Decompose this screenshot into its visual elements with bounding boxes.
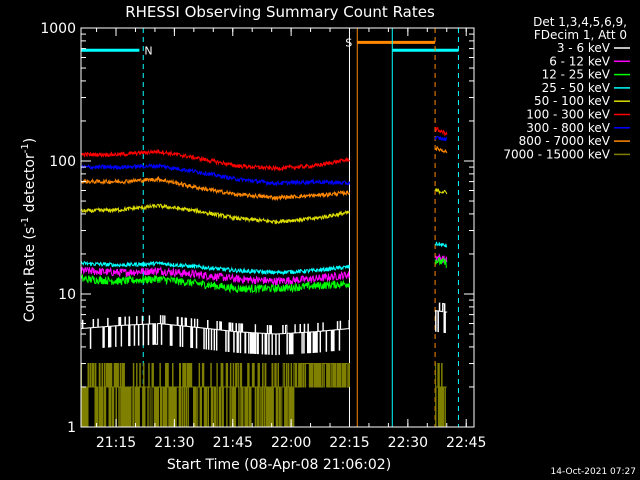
series-line <box>80 265 350 287</box>
y-axis-label-sup1: -1 <box>20 217 31 227</box>
legend-entry-label: 800 - 7000 keV <box>519 134 611 148</box>
flag-label: N <box>144 44 152 57</box>
y-tick-label: 1000 <box>40 21 76 37</box>
x-tick-label: 21:15 <box>96 435 136 451</box>
x-axis-label: Start Time (08-Apr-08 21:06:02) <box>167 457 391 473</box>
legend-entry-label: 100 - 300 keV <box>526 108 610 122</box>
y-axis-label-sup2: -1 <box>20 143 31 153</box>
legend-header-line-2: FDecim 1, Att 0 <box>534 28 627 42</box>
x-tick-label: 21:45 <box>213 435 253 451</box>
series-line <box>80 273 350 295</box>
series-line <box>80 203 350 225</box>
series-line <box>435 363 447 428</box>
legend-entry-label: 6 - 12 keV <box>549 54 611 68</box>
y-tick-label: 100 <box>49 154 76 170</box>
series-line <box>434 256 448 269</box>
series-line <box>434 146 448 154</box>
series-line <box>434 126 448 137</box>
y-axis-label-start: Count Rate (s <box>22 227 38 322</box>
chart-title: RHESSI Observing Summary Count Rates <box>125 3 435 21</box>
flag-bars: NS <box>81 36 459 57</box>
x-tick-label: 22:45 <box>446 435 486 451</box>
series-line <box>80 260 350 276</box>
x-tick-label: 22:00 <box>271 435 311 451</box>
legend-entry-label: 12 - 25 keV <box>542 68 611 82</box>
x-tick-label: 21:30 <box>154 435 194 451</box>
flag-label: S <box>345 36 352 49</box>
series-line <box>434 135 448 142</box>
series-line <box>80 148 350 172</box>
y-axis-ticks: 1 10 100 1000 <box>40 21 474 436</box>
x-tick-label: 22:30 <box>388 435 428 451</box>
legend: Det 1,3,4,5,6,9, FDecim 1, Att 0 3 - 6 k… <box>503 15 630 161</box>
x-tick-label: 22:15 <box>329 435 369 451</box>
series-line <box>80 162 350 187</box>
timestamp: 14-Oct-2021 07:27 <box>551 467 636 477</box>
series-line <box>434 241 448 248</box>
plot-frame <box>80 27 475 428</box>
y-axis-label: Count Rate (s-1 detector-1) <box>20 138 38 322</box>
legend-header-line-1: Det 1,3,4,5,6,9, <box>533 15 627 29</box>
legend-entry-label: 25 - 50 keV <box>542 81 611 95</box>
y-axis-label-end: ) <box>22 138 38 143</box>
series-line <box>81 315 350 356</box>
legend-entry-label: 300 - 800 keV <box>526 121 610 135</box>
legend-entry-label: 3 - 6 keV <box>557 41 611 55</box>
x-axis-ticks: 21:15 21:30 21:45 22:00 22:15 22:30 22:45 <box>96 28 486 451</box>
vertical-markers <box>80 28 459 427</box>
legend-entry-label: 7000 - 15000 keV <box>503 147 610 161</box>
y-tick-label: 1 <box>67 420 76 436</box>
series-line <box>80 175 350 202</box>
y-tick-label: 10 <box>58 287 76 303</box>
y-axis-label-mid: detector <box>22 153 38 217</box>
legend-entry-label: 50 - 100 keV <box>534 94 611 108</box>
series-line <box>435 302 448 333</box>
series-line <box>434 187 448 196</box>
